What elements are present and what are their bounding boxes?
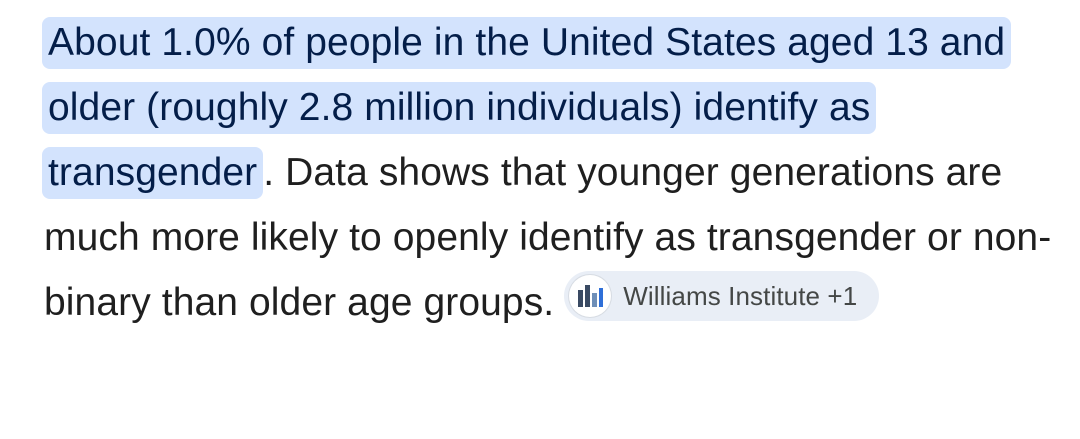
williams-institute-logo-icon: [569, 275, 612, 317]
source-chip-label: Williams Institute +1: [623, 281, 858, 311]
source-citation-chip[interactable]: Williams Institute +1: [564, 271, 880, 321]
answer-paragraph: About 1.0% of people in the United State…: [42, 10, 1054, 335]
answer-body-text: . Data shows that younger generations ar…: [44, 151, 1052, 324]
